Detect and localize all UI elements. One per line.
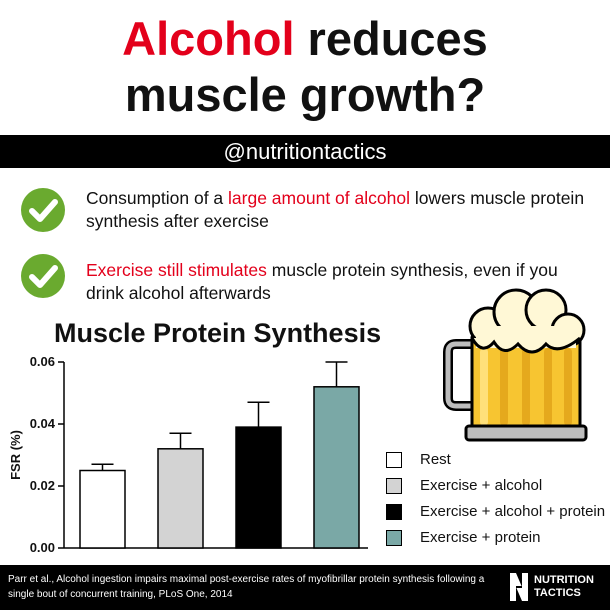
legend-item-exercise-protein: Exercise + protein [386, 528, 610, 548]
headline-accent: Alcohol [122, 12, 295, 65]
bar-0 [79, 469, 126, 549]
nutrition-tactics-logo-icon [510, 573, 528, 601]
footer-bar: Parr et al., Alcohol ingestion impairs m… [0, 565, 610, 610]
check-circle-icon [21, 188, 65, 232]
bullet-2-highlight: Exercise still stimulates [86, 260, 267, 280]
headline-line-2: muscle growth? [124, 68, 486, 121]
bar-3 [313, 386, 360, 549]
legend-swatch-exercise-protein [386, 530, 402, 546]
bullet-1: Consumption of a large amount of alcohol… [86, 188, 585, 231]
beer-mug-icon [443, 288, 588, 442]
chart-title: Muscle Protein Synthesis [54, 318, 382, 348]
legend-item-exercise-alcohol-protein: Exercise + alcohol + protein [386, 502, 610, 522]
headline-rest: reduces [294, 12, 488, 65]
social-handle: @nutritiontactics [0, 135, 610, 168]
headline-line-1: Alcohol reduces [0, 12, 610, 66]
legend-item-rest: Rest [386, 450, 610, 470]
brand-name: NUTRITION TACTICS [534, 574, 594, 600]
brand-line-1: NUTRITION [534, 574, 594, 586]
bullet-2: Exercise still stimulates muscle protein… [86, 260, 558, 303]
citation: Parr et al., Alcohol ingestion impairs m… [8, 574, 485, 600]
bar-2 [235, 426, 282, 549]
check-circle-icon [21, 254, 65, 298]
legend-swatch-exercise-alcohol-protein [386, 504, 402, 520]
y-tick-label: 0.00 [30, 540, 55, 555]
bullet-1-highlight: large amount of alcohol [228, 188, 410, 208]
brand-line-2: TACTICS [534, 587, 581, 599]
legend-label-rest: Rest [420, 451, 451, 468]
y-tick-label: 0.02 [30, 478, 55, 493]
y-axis-label: FSR (%) [8, 430, 23, 480]
legend-swatch-exercise-alcohol [386, 478, 402, 494]
legend-label-exercise-alcohol-protein: Exercise + alcohol + protein [420, 503, 606, 520]
legend-label-exercise-protein: Exercise + protein [420, 529, 541, 546]
bar-chart: 0.00 0.02 0.04 0.06 FSR (%) [8, 354, 368, 555]
legend-item-exercise-alcohol: Exercise + alcohol [386, 476, 610, 496]
y-tick-label: 0.04 [30, 416, 56, 431]
bar-1 [157, 448, 204, 549]
legend-swatch-rest [386, 452, 402, 468]
y-tick-label: 0.06 [30, 354, 55, 369]
legend-label-exercise-alcohol: Exercise + alcohol [420, 477, 543, 494]
